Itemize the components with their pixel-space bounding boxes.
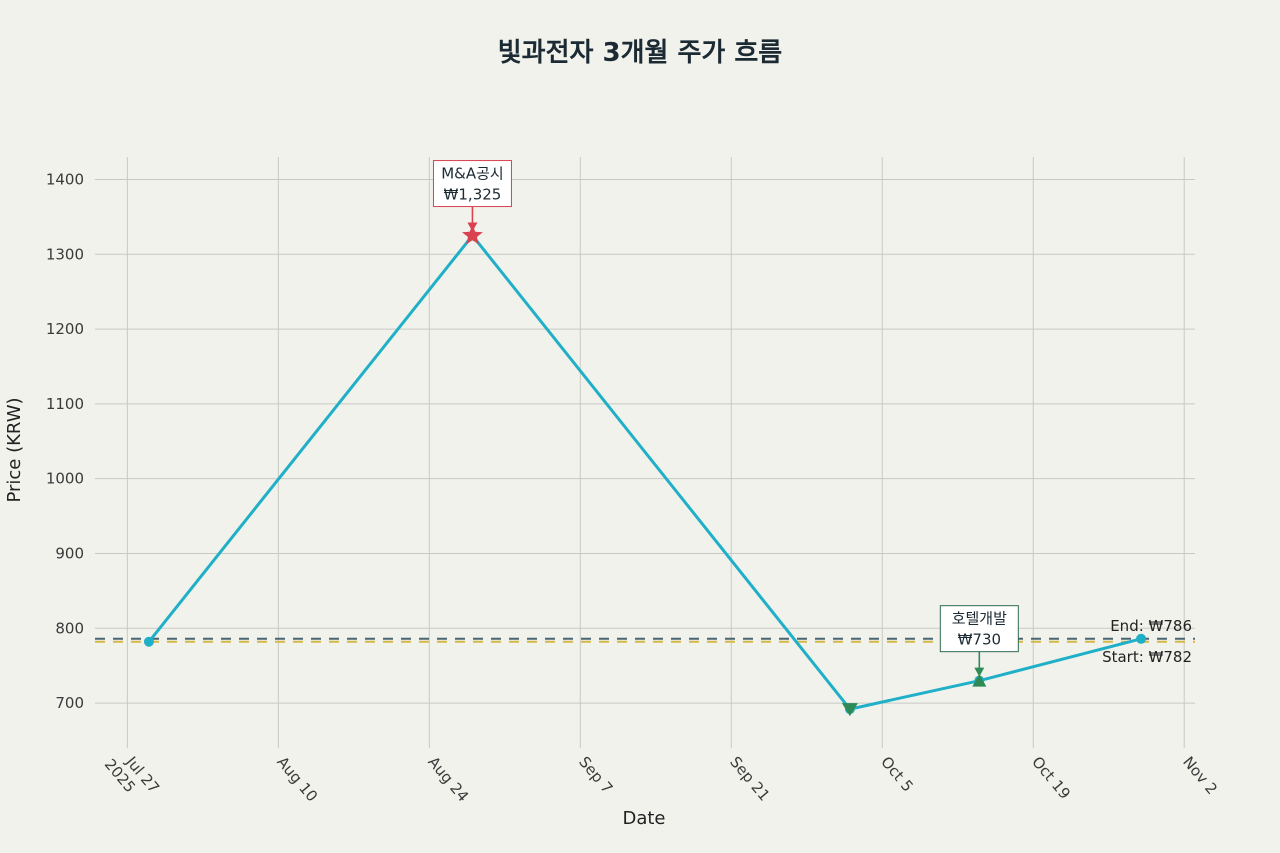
y-axis-ticks: 700 800 900 1000 1100 1200 1300 1400 <box>46 170 84 712</box>
annotation: 호텔개발 ₩730 <box>939 605 1019 677</box>
annotation-text: M&A공시 <box>441 165 504 183</box>
up-triangle-marker <box>972 673 987 687</box>
annotation-text: ₩730 <box>958 631 1001 649</box>
annotation-arrowhead <box>467 222 478 232</box>
annotations: M&A공시 ₩1,325 호텔개발 ₩730 <box>432 160 1019 677</box>
y-tick-label: 900 <box>55 544 84 562</box>
annotation-arrowhead <box>974 667 985 677</box>
y-tick-label: 800 <box>55 619 84 637</box>
y-tick-label: 1000 <box>46 470 84 488</box>
annotation-text: ₩1,325 <box>444 186 502 204</box>
annotation-text: 호텔개발 <box>952 610 1007 628</box>
chart-title: 빛과전자 3개월 주가 흐름 <box>498 38 783 68</box>
reference-lines: End: ₩786 Start: ₩782 <box>95 617 1195 666</box>
grid <box>95 157 1195 748</box>
reference-line-label: End: ₩786 <box>1110 617 1192 635</box>
y-tick-label: 700 <box>55 694 84 712</box>
data-point <box>143 636 154 647</box>
low-triangle-marker <box>841 703 858 717</box>
annotation-box <box>432 160 512 208</box>
y-axis-title: Price (KRW) <box>4 397 25 502</box>
reference-line-label: Start: ₩782 <box>1102 648 1192 666</box>
y-tick-label: 1200 <box>46 320 84 338</box>
y-tick-label: 1300 <box>46 245 84 263</box>
data-point <box>1136 633 1147 644</box>
peak-star-marker <box>462 224 483 245</box>
x-axis-title: Date <box>622 808 665 829</box>
y-tick-label: 1100 <box>46 395 84 413</box>
markers <box>462 224 987 717</box>
annotation-box <box>939 605 1019 653</box>
y-tick-label: 1400 <box>46 170 84 188</box>
annotation: M&A공시 ₩1,325 <box>432 160 512 232</box>
